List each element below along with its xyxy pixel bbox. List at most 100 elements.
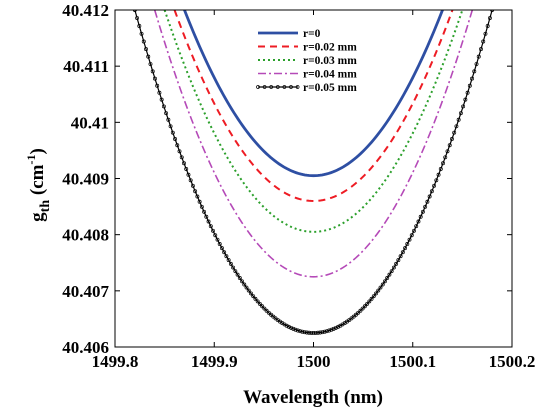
y-tick-label: 40.408 [62, 226, 109, 245]
series-5-point [202, 209, 207, 214]
series-5-point [441, 161, 445, 166]
legend-marker [262, 85, 267, 89]
series-5-point [316, 330, 320, 335]
series-5-point [383, 279, 387, 284]
y-axis-label-sub: th [38, 200, 53, 213]
series-5-point [322, 329, 327, 334]
series-2-line [173, 10, 454, 202]
series-5-point [456, 117, 461, 122]
series-5-point [226, 258, 231, 263]
series-5-point [255, 299, 260, 304]
series-5-point [365, 301, 370, 306]
series-5-point [139, 31, 144, 36]
series-5-point [472, 69, 477, 74]
series-5-point [159, 97, 164, 102]
y-tick-label: 40.412 [62, 1, 109, 20]
y-axis-label-unit-sup: -1 [24, 155, 38, 165]
series-5-point [356, 310, 361, 315]
series-5-point [434, 178, 439, 183]
series-5-point [447, 143, 452, 148]
series-5-point [396, 258, 401, 263]
series-5-point [407, 237, 412, 242]
series-5-point [170, 130, 175, 135]
series-5-point [307, 330, 311, 335]
series-5-point [329, 327, 334, 332]
legend-marker [275, 85, 280, 89]
series-5-point [311, 331, 316, 335]
series-5-point [231, 265, 236, 270]
series-5-point [425, 199, 430, 204]
series-5-point [150, 69, 155, 74]
legend-marker [295, 85, 300, 89]
series-5-point [177, 149, 182, 154]
series-5-point [476, 54, 481, 59]
y-tick-label: 40.409 [62, 170, 109, 189]
series-5-point [367, 299, 372, 304]
series-5-point [260, 304, 265, 309]
series-5-point [204, 214, 209, 219]
axis-ticks: 1499.8 1499.9 1500 1500.1 1500.2 40.406 40.407… [62, 1, 535, 371]
series-5-point [182, 161, 186, 166]
series-5-point [427, 194, 432, 199]
series-5-point [295, 328, 300, 333]
series-5-point [293, 327, 298, 332]
series-5-point [403, 246, 408, 251]
legend-marker [282, 85, 287, 89]
legend-label-4: r=0.04 mm [303, 69, 357, 81]
series-5-point [387, 272, 392, 277]
series-5-point [483, 31, 488, 36]
series-5-point [485, 24, 490, 28]
series-5-point [253, 296, 258, 301]
series-5-point [320, 330, 325, 335]
x-tick-label: 1500 [297, 352, 331, 371]
series-5-point [432, 183, 437, 188]
series-5-point [197, 199, 202, 204]
legend-marker [289, 85, 293, 89]
series-5-point [161, 104, 166, 109]
series-5-point [331, 326, 336, 331]
series-5-point [360, 306, 365, 311]
series-5-point [228, 261, 233, 266]
x-tick-label: 1500.1 [389, 352, 436, 371]
series-5-point [450, 137, 454, 141]
series-5-point [141, 39, 146, 44]
series-5-point [463, 97, 468, 102]
series-5-point [217, 241, 222, 246]
series-5-point [374, 291, 378, 296]
series-5-point [438, 167, 443, 171]
series-5-point [211, 228, 215, 233]
legend-marker [256, 85, 260, 89]
legend: r=0 r=0.02 mmr=0.03 mm r=0.04 mmr=0.05 mm [256, 28, 357, 94]
series-5-point [244, 285, 249, 290]
series-5-point [465, 90, 470, 95]
series-5-point [206, 219, 211, 224]
series-5-point [235, 272, 240, 277]
series-5-point [389, 269, 394, 274]
series-5-point [414, 224, 419, 229]
series-5-point [327, 328, 332, 333]
series-5-point [155, 83, 160, 88]
series-5-point [148, 62, 153, 67]
series-5-point [257, 301, 262, 306]
series-5-point [193, 189, 198, 194]
series-5-point [378, 285, 383, 290]
series-5-point [318, 330, 323, 335]
series-5-point [400, 250, 405, 255]
series-5-point [251, 294, 256, 299]
series-5-point [443, 155, 448, 160]
series-5-point [445, 149, 450, 154]
series-5-point [240, 279, 244, 284]
series-5-point [302, 330, 307, 335]
y-axis-label: gth (cm-1) [24, 148, 53, 222]
series-5-point [199, 204, 204, 209]
series-5-point [324, 329, 329, 334]
series-4-line [153, 10, 474, 278]
series-5-point [137, 24, 142, 28]
series-5-point [391, 265, 396, 270]
series-5-point [351, 314, 356, 319]
series-5-point [269, 312, 274, 317]
y-axis-label-unit-close: ) [27, 148, 48, 154]
series-1-line [183, 10, 444, 178]
series-5-point [418, 214, 423, 219]
